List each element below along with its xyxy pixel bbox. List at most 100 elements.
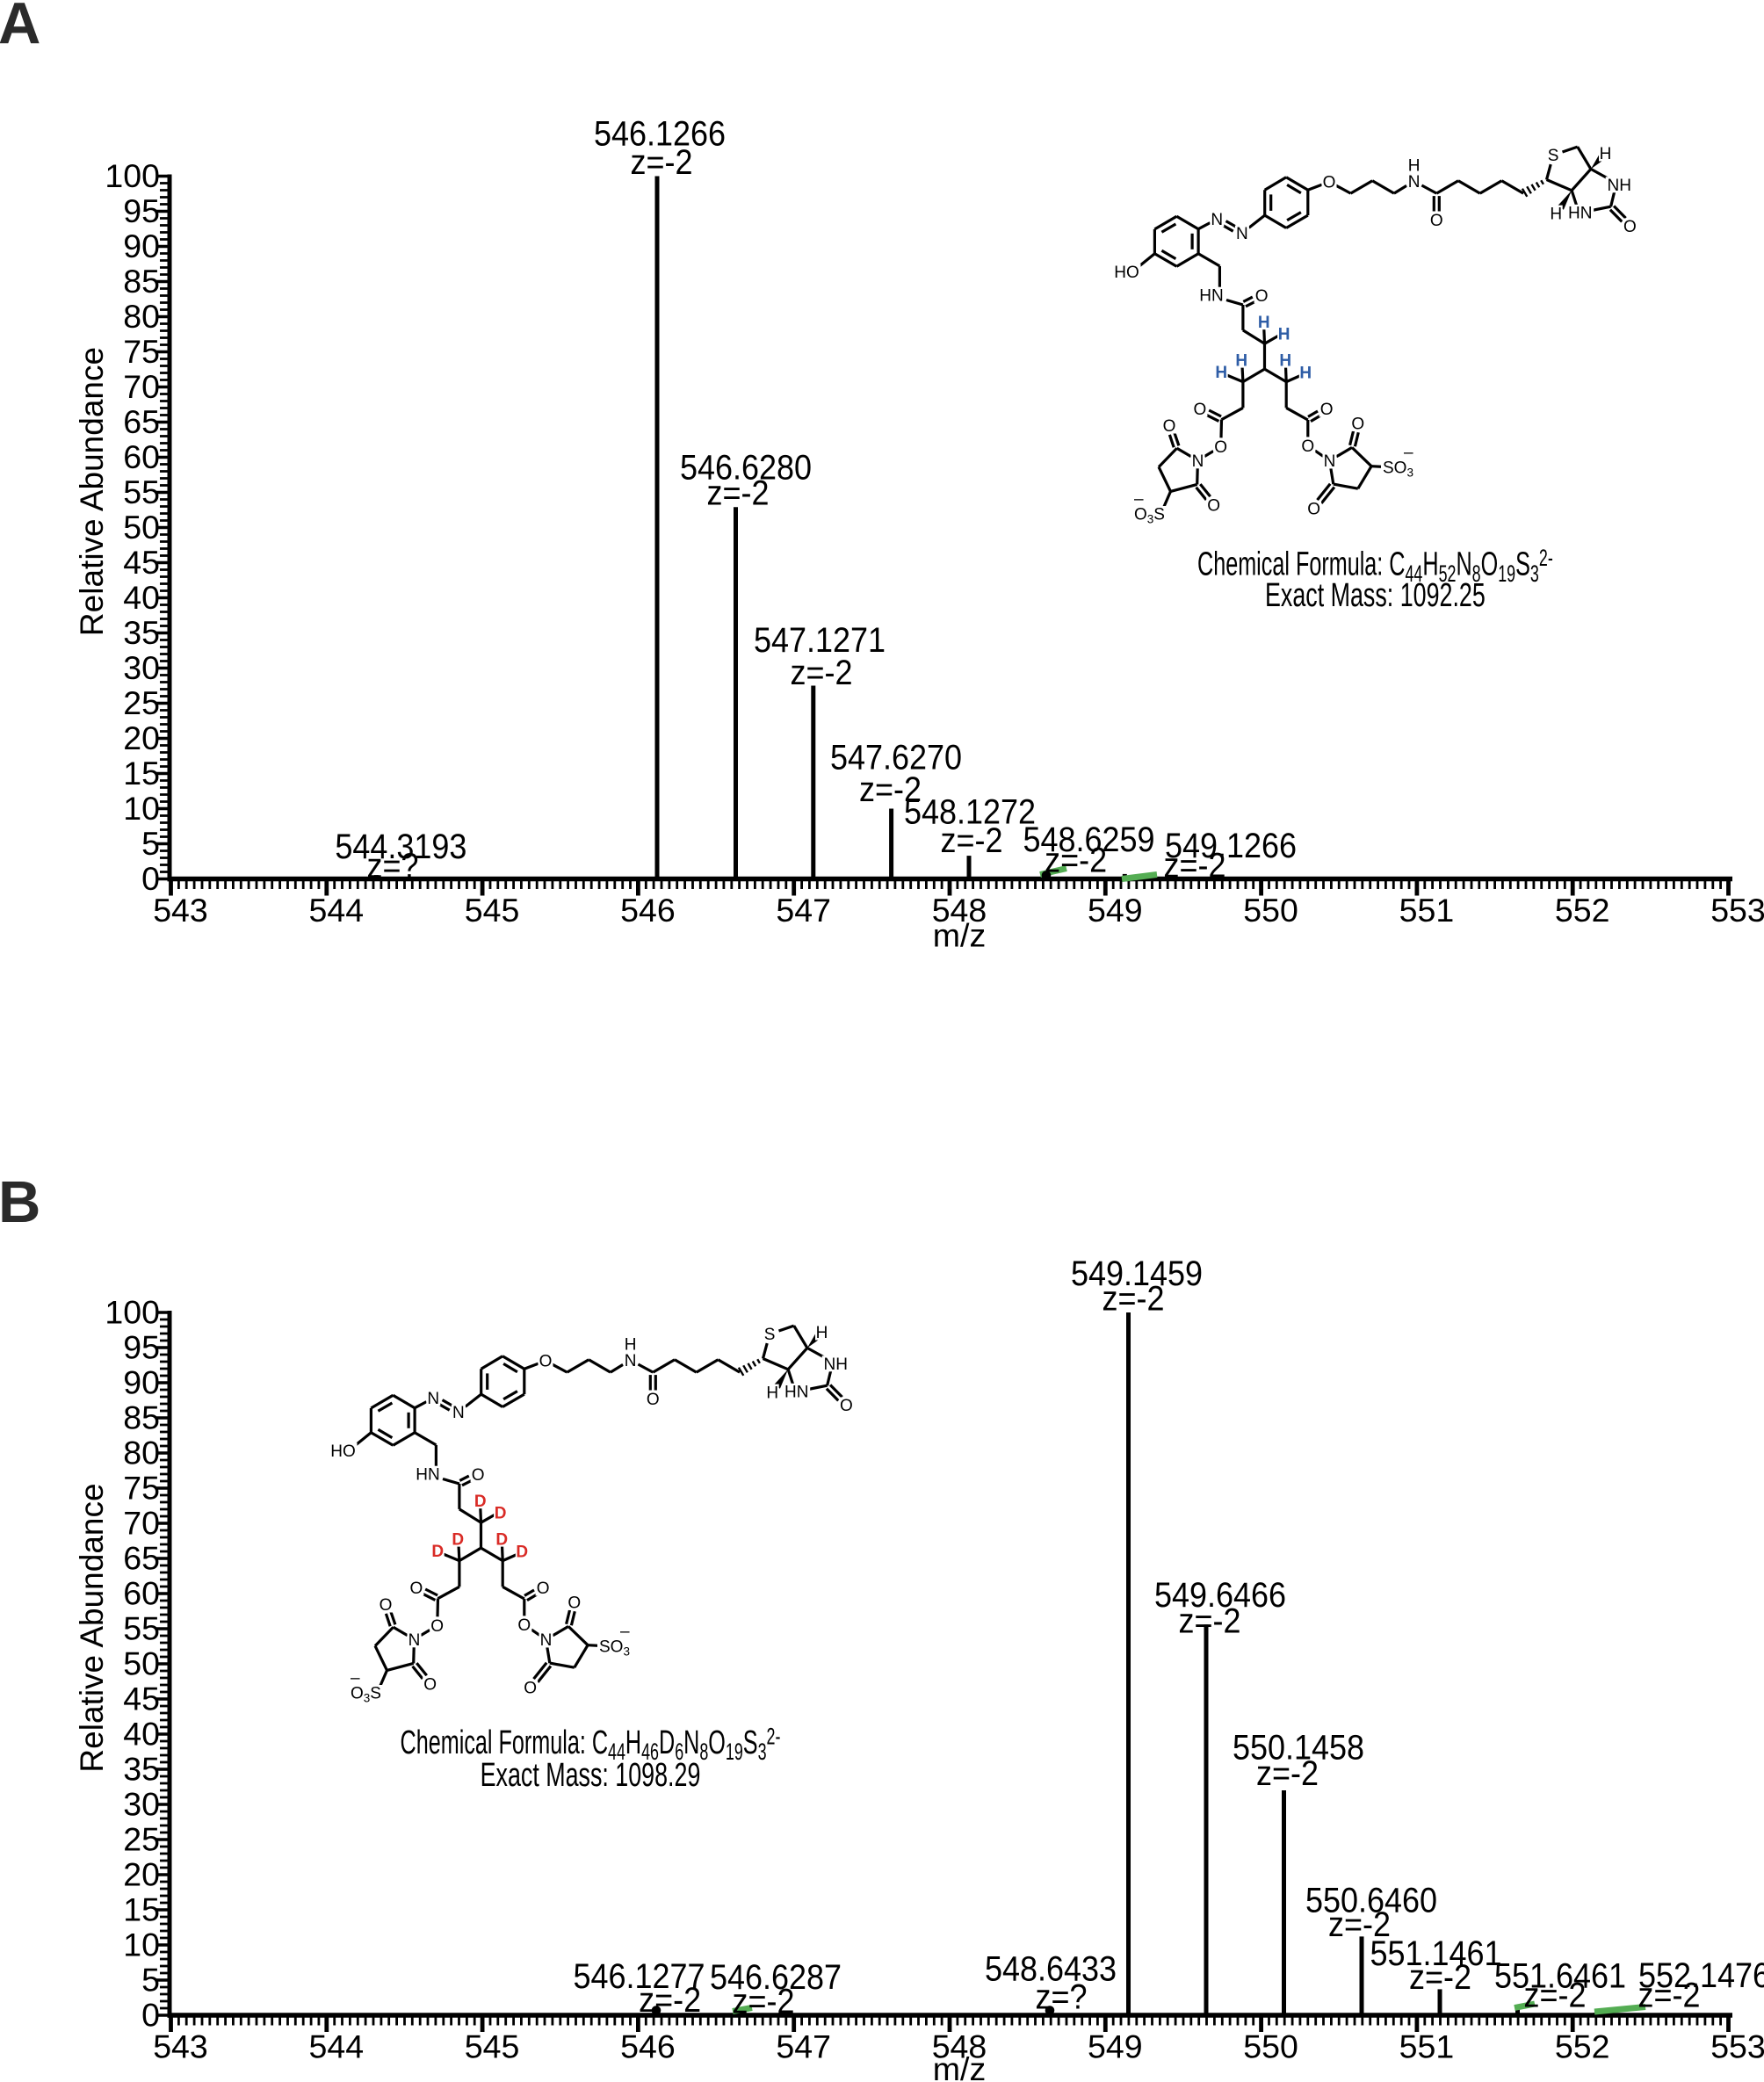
- svg-text:545: 545: [465, 2028, 520, 2065]
- svg-text:15: 15: [123, 755, 160, 792]
- svg-text:549.1266: 549.1266: [1165, 827, 1297, 865]
- svg-text:25: 25: [123, 684, 160, 721]
- svg-text:z=-2: z=-2: [1179, 1602, 1241, 1641]
- svg-text:O: O: [430, 1617, 444, 1636]
- svg-text:5: 5: [141, 825, 160, 862]
- svg-text:548: 548: [932, 2028, 987, 2065]
- svg-text:z=-2: z=-2: [1164, 847, 1226, 886]
- svg-text:N: N: [452, 1404, 465, 1422]
- svg-text:550.6460: 550.6460: [1305, 1882, 1437, 1920]
- svg-text:65: 65: [123, 1540, 160, 1577]
- svg-text:O: O: [423, 1676, 437, 1695]
- svg-text:80: 80: [123, 1435, 160, 1471]
- svg-text:85: 85: [123, 1399, 160, 1436]
- svg-text:N: N: [1236, 225, 1248, 243]
- svg-text:50: 50: [123, 509, 160, 546]
- svg-text:551.6461: 551.6461: [1494, 1957, 1626, 1996]
- svg-text:O: O: [410, 1580, 423, 1598]
- svg-text:–: –: [1134, 490, 1144, 509]
- svg-text:15: 15: [123, 1891, 160, 1928]
- svg-text:70: 70: [123, 368, 160, 405]
- svg-text:z=-2: z=-2: [941, 821, 1003, 860]
- svg-text:548.6259: 548.6259: [1023, 821, 1154, 859]
- svg-text:m/z: m/z: [933, 917, 986, 954]
- svg-text:552: 552: [1555, 892, 1610, 929]
- svg-text:O: O: [472, 1466, 485, 1485]
- svg-text:S: S: [1548, 147, 1559, 165]
- svg-text:10: 10: [123, 790, 160, 827]
- svg-text:100: 100: [105, 157, 160, 194]
- svg-text:25: 25: [123, 1821, 160, 1858]
- svg-text:N: N: [625, 1352, 637, 1370]
- svg-text:551: 551: [1399, 2028, 1455, 2065]
- svg-text:O3S: O3S: [351, 1685, 381, 1705]
- svg-text:550: 550: [1243, 892, 1298, 929]
- svg-text:Exact Mass: 1092.25: Exact Mass: 1092.25: [1265, 575, 1486, 613]
- svg-text:–: –: [620, 1623, 630, 1641]
- svg-text:D: D: [495, 1530, 508, 1549]
- svg-text:Exact Mass: 1098.29: Exact Mass: 1098.29: [481, 1755, 701, 1793]
- svg-text:Relative Abundance: Relative Abundance: [74, 1483, 110, 1772]
- svg-text:30: 30: [123, 1786, 160, 1823]
- svg-text:O: O: [1623, 218, 1637, 236]
- svg-text:45: 45: [123, 1681, 160, 1717]
- svg-text:O: O: [517, 1616, 531, 1635]
- svg-text:100: 100: [105, 1294, 160, 1331]
- svg-text:O3S: O3S: [1134, 506, 1165, 526]
- svg-text:N: N: [1192, 452, 1204, 471]
- svg-text:549: 549: [1088, 2028, 1143, 2065]
- svg-text:545: 545: [465, 892, 520, 929]
- svg-text:O: O: [840, 1397, 853, 1415]
- svg-text:N: N: [408, 1631, 421, 1650]
- svg-text:z=-2: z=-2: [733, 1983, 795, 2021]
- svg-text:z=-2: z=-2: [859, 770, 922, 809]
- svg-text:549: 549: [1088, 892, 1143, 929]
- svg-text:HO: HO: [330, 1442, 356, 1461]
- svg-text:550.1458: 550.1458: [1233, 1728, 1364, 1767]
- svg-text:553: 553: [1710, 892, 1764, 929]
- svg-text:546.6287: 546.6287: [710, 1958, 842, 1997]
- svg-text:HN: HN: [1199, 286, 1223, 305]
- svg-text:H: H: [1408, 157, 1421, 176]
- svg-text:O: O: [1351, 416, 1364, 434]
- svg-text:75: 75: [123, 1470, 160, 1507]
- svg-text:O: O: [1163, 417, 1176, 436]
- svg-text:–: –: [1404, 444, 1413, 462]
- svg-text:548.6433: 548.6433: [985, 1949, 1117, 1988]
- svg-text:544: 544: [309, 892, 365, 929]
- svg-text:HN: HN: [1568, 205, 1592, 223]
- svg-text:D: D: [431, 1543, 444, 1561]
- svg-text:O: O: [1194, 401, 1207, 419]
- svg-text:z=-2: z=-2: [1524, 1977, 1587, 2015]
- svg-text:548: 548: [932, 892, 987, 929]
- svg-text:O: O: [1301, 437, 1314, 456]
- svg-text:N: N: [540, 1631, 553, 1650]
- svg-text:35: 35: [123, 614, 160, 651]
- svg-text:90: 90: [123, 228, 160, 264]
- svg-text:546.1266: 546.1266: [594, 114, 726, 153]
- svg-text:40: 40: [123, 579, 160, 616]
- svg-text:O: O: [1214, 438, 1227, 457]
- svg-text:H: H: [766, 1384, 778, 1402]
- svg-text:z=-2: z=-2: [1102, 1280, 1165, 1319]
- svg-text:H: H: [1299, 365, 1312, 383]
- svg-text:50: 50: [123, 1645, 160, 1682]
- svg-text:–: –: [351, 1669, 360, 1688]
- svg-text:O: O: [1255, 287, 1269, 306]
- svg-text:20: 20: [123, 719, 160, 756]
- svg-text:O: O: [1323, 174, 1336, 192]
- svg-text:543: 543: [153, 2028, 208, 2065]
- svg-text:65: 65: [123, 403, 160, 440]
- svg-text:O: O: [568, 1594, 581, 1613]
- svg-text:20: 20: [123, 1856, 160, 1893]
- svg-text:547.6270: 547.6270: [830, 739, 962, 777]
- svg-text:SO3: SO3: [1383, 459, 1413, 480]
- svg-text:O: O: [1307, 501, 1320, 519]
- svg-text:z=-2: z=-2: [1045, 842, 1107, 880]
- svg-text:D: D: [516, 1543, 528, 1562]
- svg-text:552: 552: [1555, 2028, 1610, 2065]
- svg-text:O: O: [1320, 401, 1334, 419]
- svg-text:O: O: [524, 1680, 537, 1698]
- svg-text:H: H: [1600, 145, 1612, 163]
- svg-text:B: B: [0, 1169, 40, 1235]
